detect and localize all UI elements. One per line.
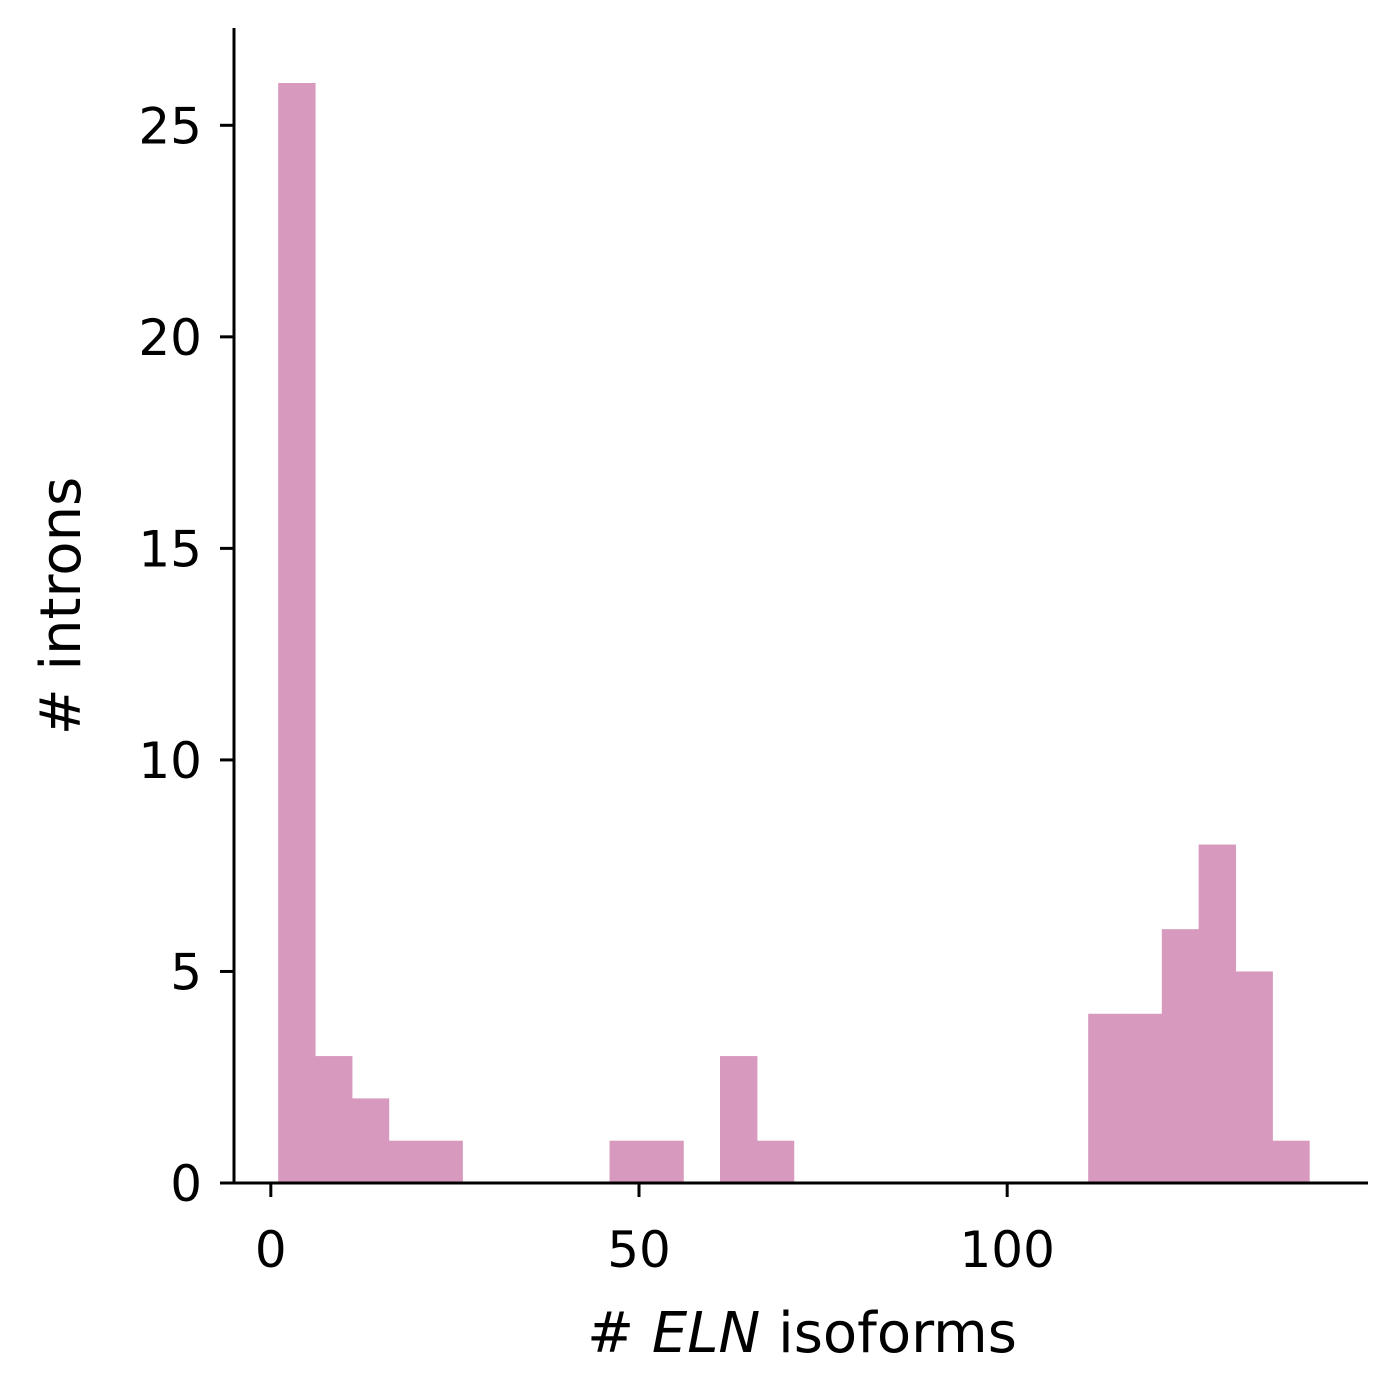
y-tick-label-3: 15 [138, 520, 202, 578]
x-axis-title-suffix: isoforms [760, 1301, 1017, 1366]
histogram-bar-14 [1272, 1140, 1310, 1183]
y-tick-label-4: 20 [138, 309, 202, 367]
histogram-bar-8 [756, 1140, 795, 1183]
axes [232, 28, 1368, 1185]
histogram-bar-5 [609, 1140, 647, 1183]
y-tick-label-2: 10 [138, 732, 202, 790]
histogram-bar-11 [1161, 929, 1200, 1183]
y-tick-label-0: 0 [170, 1155, 202, 1213]
histogram-bar-6 [646, 1140, 684, 1183]
histogram-bars [278, 83, 1310, 1183]
x-axis-title: # ELN isoforms [587, 1301, 1017, 1366]
x-axis-title-gene: ELN [652, 1301, 760, 1366]
y-tick-label-1: 5 [170, 943, 202, 1001]
histogram-bar-9 [1088, 1013, 1126, 1183]
y-axis-title: # introns [29, 477, 94, 735]
y-tick-label-5: 25 [138, 97, 202, 155]
x-ticks: 0 50 100 [255, 1183, 1055, 1279]
histogram-bar-3 [388, 1140, 427, 1183]
x-tick-label-2: 100 [959, 1221, 1054, 1279]
x-axis-title-prefix: # [587, 1301, 652, 1366]
histogram-bar-13 [1235, 971, 1273, 1183]
histogram-bar-2 [351, 1098, 390, 1183]
histogram-bar-0 [278, 83, 316, 1183]
histogram-bar-10 [1125, 1013, 1163, 1183]
histogram-bar-7 [720, 1056, 758, 1183]
y-ticks: 0 5 10 15 20 25 [138, 97, 234, 1213]
x-tick-label-1: 50 [607, 1221, 671, 1279]
x-tick-label-0: 0 [255, 1221, 287, 1279]
histogram-bar-4 [425, 1140, 463, 1183]
histogram-bar-12 [1198, 844, 1237, 1183]
histogram-bar-1 [315, 1056, 353, 1183]
